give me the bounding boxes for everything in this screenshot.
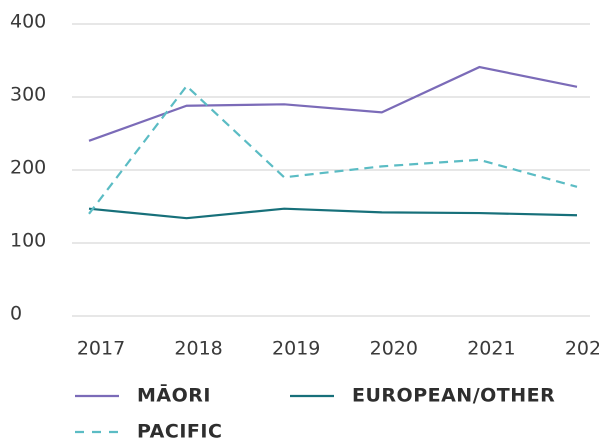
- x-tick-label: 2018: [174, 338, 222, 360]
- x-tick-label: 2021: [467, 338, 515, 360]
- series-line: [88, 65, 578, 142]
- x-tick-label: 2020: [370, 338, 418, 360]
- y-tick-label: 300: [10, 84, 46, 106]
- series-line: [88, 84, 578, 215]
- x-tick-label: 2017: [77, 338, 125, 360]
- series-line: [88, 207, 578, 220]
- x-tick-label: 2019: [272, 338, 320, 360]
- legend-label: PACIFIC: [137, 421, 222, 443]
- y-tick-label: 100: [10, 230, 46, 252]
- legend-label: MĀORI: [137, 384, 211, 407]
- y-tick-label: 200: [10, 157, 46, 179]
- y-tick-label: 0: [10, 303, 22, 325]
- x-tick-label: 2022: [565, 338, 599, 360]
- legend-label: EUROPEAN/OTHER: [352, 385, 555, 407]
- y-tick-label: 400: [10, 11, 46, 33]
